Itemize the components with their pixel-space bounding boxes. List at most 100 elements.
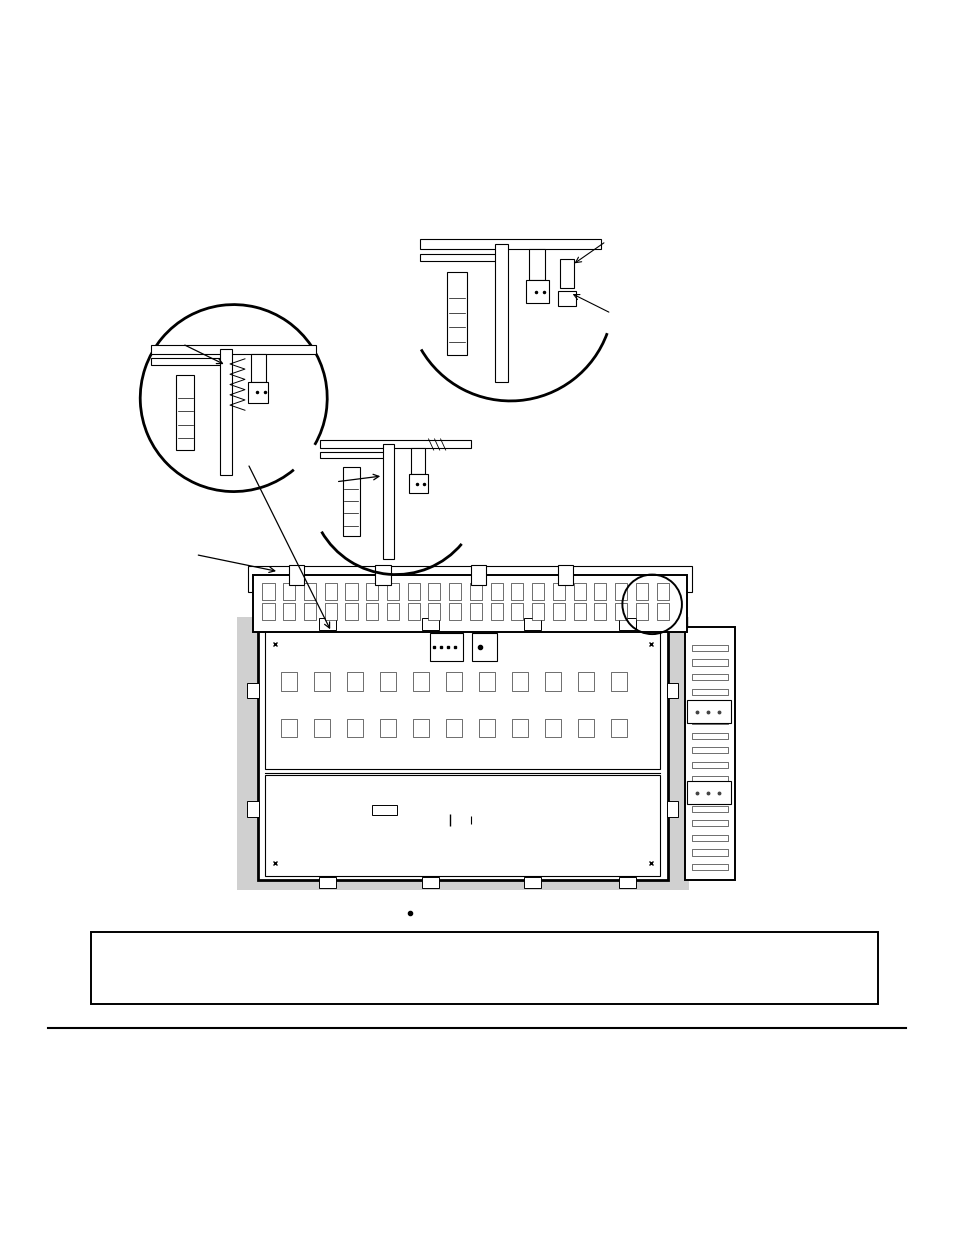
- Bar: [691, 835, 727, 841]
- Bar: [472, 634, 497, 661]
- Bar: [345, 603, 357, 620]
- Bar: [636, 583, 647, 600]
- Bar: [636, 603, 647, 620]
- Bar: [691, 703, 727, 710]
- Bar: [528, 249, 545, 280]
- Bar: [446, 272, 467, 354]
- Bar: [248, 382, 268, 403]
- Bar: [553, 583, 564, 600]
- Bar: [691, 805, 727, 811]
- Bar: [691, 732, 727, 739]
- Bar: [691, 762, 727, 768]
- Bar: [262, 603, 274, 620]
- Bar: [558, 564, 573, 585]
- Bar: [512, 672, 528, 690]
- Bar: [342, 467, 359, 536]
- Bar: [532, 603, 543, 620]
- Bar: [578, 672, 594, 690]
- Bar: [345, 583, 357, 600]
- Bar: [366, 583, 377, 600]
- Bar: [691, 674, 727, 680]
- Bar: [411, 448, 425, 474]
- Bar: [615, 583, 626, 600]
- Bar: [691, 718, 727, 724]
- Bar: [446, 719, 462, 737]
- Bar: [573, 603, 585, 620]
- Bar: [428, 583, 440, 600]
- Bar: [594, 583, 606, 600]
- Bar: [495, 245, 508, 383]
- Bar: [283, 603, 294, 620]
- Bar: [559, 259, 574, 288]
- Bar: [449, 583, 460, 600]
- Bar: [413, 672, 429, 690]
- Bar: [469, 603, 481, 620]
- Bar: [532, 583, 543, 600]
- Bar: [314, 672, 330, 690]
- Bar: [407, 583, 419, 600]
- Bar: [666, 683, 678, 698]
- Bar: [281, 672, 297, 690]
- Bar: [430, 634, 462, 661]
- Bar: [449, 603, 460, 620]
- Bar: [490, 603, 502, 620]
- Bar: [610, 719, 626, 737]
- Bar: [320, 440, 471, 448]
- Bar: [375, 564, 391, 585]
- Bar: [387, 583, 398, 600]
- Bar: [152, 358, 226, 364]
- Bar: [152, 345, 315, 354]
- Bar: [490, 583, 502, 600]
- Bar: [372, 805, 396, 815]
- Bar: [573, 583, 585, 600]
- Bar: [615, 603, 626, 620]
- Bar: [691, 645, 727, 651]
- Bar: [251, 354, 265, 382]
- Bar: [419, 240, 600, 249]
- Bar: [248, 566, 691, 592]
- Bar: [691, 864, 727, 871]
- Bar: [318, 877, 336, 888]
- Bar: [544, 719, 560, 737]
- Bar: [413, 719, 429, 737]
- Bar: [247, 683, 258, 698]
- Bar: [687, 782, 730, 804]
- Bar: [656, 603, 668, 620]
- Bar: [471, 564, 486, 585]
- Bar: [618, 619, 635, 630]
- Bar: [656, 583, 668, 600]
- Bar: [324, 603, 336, 620]
- Bar: [594, 603, 606, 620]
- Bar: [219, 350, 232, 474]
- Bar: [687, 700, 730, 724]
- Bar: [303, 603, 315, 620]
- Bar: [478, 672, 495, 690]
- Bar: [446, 672, 462, 690]
- Bar: [318, 619, 336, 630]
- Bar: [511, 603, 523, 620]
- Bar: [469, 583, 481, 600]
- Bar: [544, 672, 560, 690]
- Bar: [691, 777, 727, 783]
- Bar: [421, 877, 438, 888]
- Bar: [366, 603, 377, 620]
- Bar: [283, 583, 294, 600]
- Bar: [691, 747, 727, 753]
- Bar: [428, 603, 440, 620]
- Bar: [408, 474, 427, 493]
- Bar: [691, 790, 727, 798]
- Bar: [512, 719, 528, 737]
- Bar: [236, 616, 688, 890]
- Bar: [281, 719, 297, 737]
- Bar: [524, 619, 541, 630]
- Bar: [253, 574, 686, 632]
- Bar: [387, 603, 398, 620]
- Bar: [525, 280, 548, 303]
- Bar: [578, 719, 594, 737]
- Bar: [691, 689, 727, 695]
- Bar: [407, 603, 419, 620]
- Bar: [175, 374, 194, 450]
- Bar: [347, 719, 363, 737]
- Bar: [610, 672, 626, 690]
- Bar: [314, 719, 330, 737]
